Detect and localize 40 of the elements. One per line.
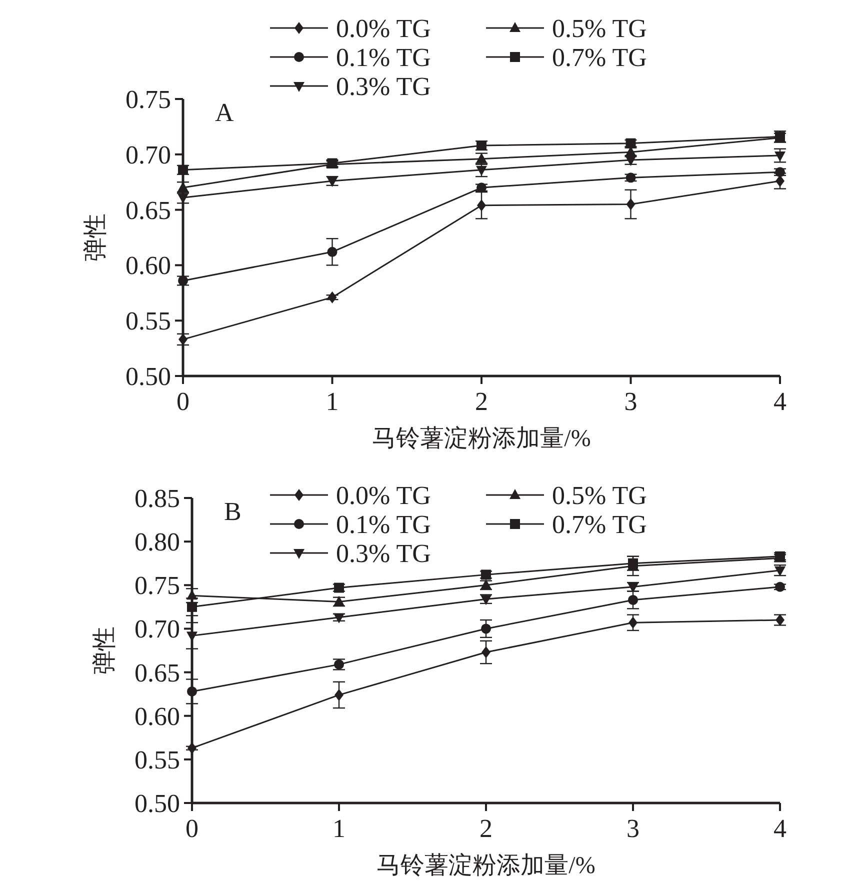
x-tick-label: 4	[774, 387, 786, 416]
y-axis-title: 弹性	[92, 626, 118, 674]
legend-label: 0.1% TG	[336, 510, 431, 539]
annotation: B	[224, 497, 242, 526]
y-tick-label: 0.50	[126, 362, 171, 391]
y-tick-label: 0.60	[134, 702, 180, 731]
y-tick-label: 0.75	[126, 85, 171, 114]
legend-label: 0.0% TG	[336, 481, 431, 510]
y-tick-label: 0.70	[126, 140, 171, 170]
y-tick-label: 0.55	[126, 306, 171, 336]
y-tick-label: 0.75	[134, 571, 180, 600]
legend-label: 0.5% TG	[552, 14, 647, 43]
y-axis-title: 弹性	[83, 214, 109, 262]
y-tick-label: 0.55	[134, 745, 180, 774]
x-axis-title: 马铃薯淀粉添加量/%	[372, 425, 591, 452]
y-tick-label: 0.80	[134, 528, 180, 557]
x-tick-label: 4	[774, 814, 786, 843]
legend-label: 0.3% TG	[336, 539, 431, 568]
x-tick-label: 0	[176, 387, 190, 416]
y-tick-label: 0.65	[134, 658, 180, 688]
legend-label: 0.7% TG	[552, 43, 647, 72]
legend-label: 0.0% TG	[336, 14, 431, 43]
x-tick-label: 2	[480, 814, 492, 843]
legend-label: 0.7% TG	[552, 510, 647, 539]
annotation: A	[215, 98, 234, 127]
x-tick-label: 3	[626, 814, 640, 843]
y-tick-label: 0.50	[134, 789, 180, 818]
x-axis-title: 马铃薯淀粉添加量/%	[376, 852, 596, 879]
x-tick-label: 2	[475, 387, 488, 416]
y-tick-label: 0.85	[134, 484, 180, 513]
x-tick-label: 1	[332, 814, 346, 843]
x-tick-label: 0	[186, 814, 198, 843]
legend-label: 0.3% TG	[336, 72, 431, 101]
x-tick-label: 3	[624, 387, 638, 416]
y-tick-label: 0.70	[134, 614, 180, 644]
x-tick-label: 1	[326, 387, 339, 416]
y-tick-label: 0.65	[126, 196, 171, 225]
y-tick-label: 0.60	[126, 251, 171, 280]
legend-label: 0.5% TG	[552, 481, 647, 510]
legend-label: 0.1% TG	[336, 43, 431, 72]
